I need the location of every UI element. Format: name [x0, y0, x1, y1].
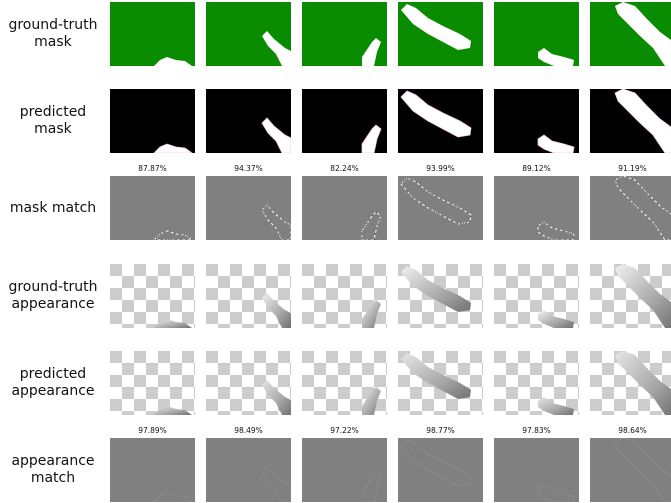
- mask-match-tile: [302, 176, 387, 240]
- match-score: 98.77%: [426, 426, 455, 435]
- arm-appearance: [615, 264, 671, 328]
- arm-mask: [262, 31, 291, 66]
- arm-appearance: [154, 406, 192, 415]
- match-score: 89.12%: [522, 164, 551, 173]
- match-score: 91.19%: [618, 164, 647, 173]
- mask-error-outline-dark: [614, 176, 671, 240]
- match-score: 97.89%: [138, 426, 167, 435]
- arm-appearance: [262, 293, 291, 328]
- arm-mask: [401, 4, 471, 50]
- arm-appearance: [538, 310, 574, 328]
- arm-appearance: [615, 351, 671, 415]
- arm-mask: [400, 90, 472, 138]
- match-score: 98.64%: [618, 426, 647, 435]
- mask-error-outline: [153, 230, 193, 240]
- arm-appearance: [362, 300, 381, 328]
- arm-appearance: [362, 387, 381, 415]
- gt-app-tile: [206, 264, 291, 328]
- arm-mask: [361, 124, 382, 153]
- row-label-app-match: appearance match: [11, 453, 95, 486]
- app-match-tile: [494, 438, 579, 502]
- gt-mask-tile: [206, 2, 291, 66]
- row-label-gt-mask: ground-truth mask: [8, 17, 98, 50]
- pred-app-tile: [206, 351, 291, 415]
- mask-match-tile: [494, 176, 579, 240]
- mask-error-outline: [361, 211, 382, 240]
- match-score: 97.83%: [522, 426, 551, 435]
- appearance-error-trace: [361, 473, 382, 502]
- arm-mask: [261, 117, 291, 153]
- arm-mask: [154, 57, 192, 66]
- gt-app-tile: [302, 264, 387, 328]
- arm-appearance: [262, 380, 291, 415]
- match-score: 98.49%: [234, 426, 263, 435]
- match-score: 87.87%: [138, 164, 167, 173]
- row-label-mask-match: mask match: [9, 199, 97, 216]
- mask-match-tile: [590, 176, 671, 240]
- arm-appearance: [538, 397, 574, 415]
- match-score: 82.24%: [330, 164, 359, 173]
- arm-mask: [537, 134, 575, 153]
- gt-mask-tile: [302, 2, 387, 66]
- appearance-error-trace: [614, 438, 671, 502]
- pred-app-tile: [590, 351, 671, 415]
- pred-mask-tile: [590, 89, 671, 153]
- pred-app-tile: [110, 351, 195, 415]
- mask-error-outline-dark: [261, 204, 291, 240]
- pred-mask-tile: [494, 89, 579, 153]
- gt-app-tile: [590, 264, 671, 328]
- mask-error-outline-dark: [361, 211, 382, 240]
- appearance-error-trace: [400, 439, 472, 487]
- app-match-tile: [206, 438, 291, 502]
- pred-mask-tile: [398, 89, 483, 153]
- pred-mask-tile: [206, 89, 291, 153]
- appearance-error-trace: [537, 483, 575, 502]
- match-score: 94.37%: [234, 164, 263, 173]
- row-label-gt-app: ground-truth appearance: [8, 279, 98, 312]
- match-score: 93.99%: [426, 164, 455, 173]
- appearance-error-trace: [153, 492, 193, 502]
- app-match-tile: [302, 438, 387, 502]
- arm-mask: [614, 89, 671, 153]
- row-label-pred-mask: predicted mask: [19, 104, 87, 137]
- gt-app-tile: [110, 264, 195, 328]
- mask-error-outline: [400, 177, 472, 225]
- app-match-tile: [110, 438, 195, 502]
- pred-app-tile: [494, 351, 579, 415]
- arm-appearance: [154, 319, 192, 328]
- mask-error-outline-dark: [400, 177, 472, 225]
- gt-mask-tile: [398, 2, 483, 66]
- pred-app-tile: [398, 351, 483, 415]
- arm-mask: [615, 2, 671, 66]
- arm-appearance: [401, 266, 471, 312]
- mask-match-tile: [110, 176, 195, 240]
- mask-match-tile: [398, 176, 483, 240]
- arm-mask: [538, 48, 574, 66]
- pred-app-tile: [302, 351, 387, 415]
- pred-mask-tile: [110, 89, 195, 153]
- appearance-error-trace: [261, 466, 291, 502]
- gt-mask-tile: [590, 2, 671, 66]
- app-match-tile: [590, 438, 671, 502]
- pred-mask-tile: [302, 89, 387, 153]
- arm-appearance: [401, 353, 471, 399]
- arm-mask: [153, 143, 193, 153]
- mask-match-tile: [206, 176, 291, 240]
- gt-app-tile: [494, 264, 579, 328]
- app-match-tile: [398, 438, 483, 502]
- mask-error-outline-dark: [537, 221, 575, 240]
- gt-mask-tile: [494, 2, 579, 66]
- arm-mask: [362, 38, 381, 66]
- match-score: 97.22%: [330, 426, 359, 435]
- row-label-pred-app: predicted appearance: [11, 366, 95, 399]
- gt-app-tile: [398, 264, 483, 328]
- gt-mask-tile: [110, 2, 195, 66]
